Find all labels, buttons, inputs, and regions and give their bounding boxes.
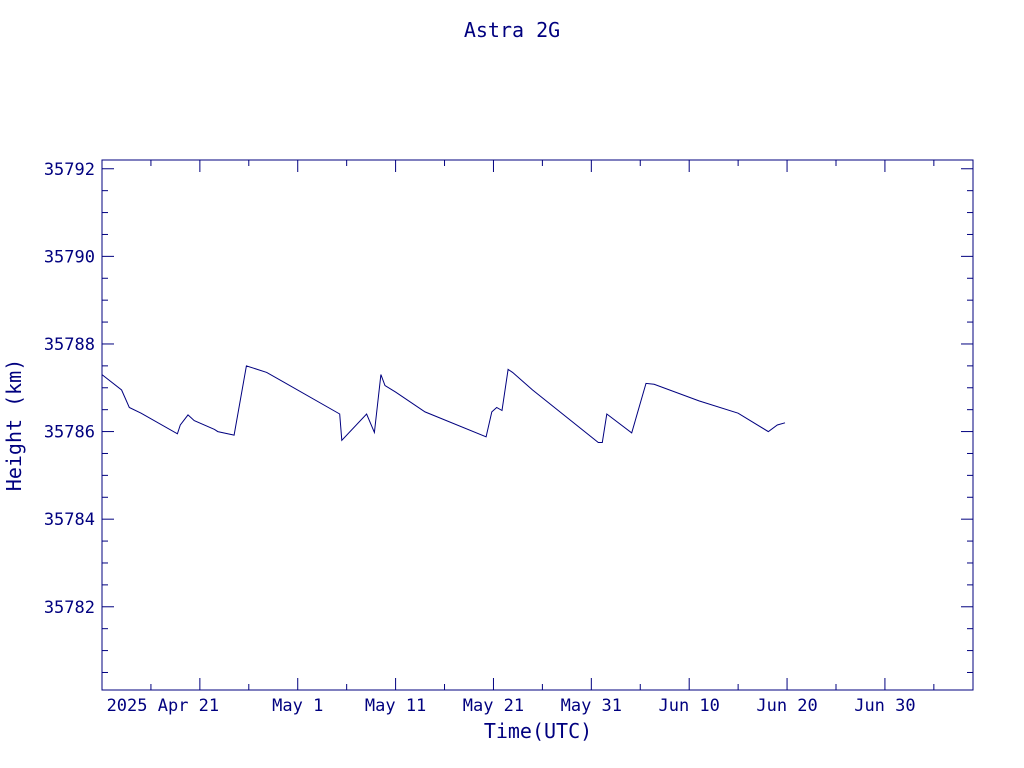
- y-tick-label: 35786: [44, 423, 95, 443]
- y-tick-label: 35782: [44, 598, 95, 618]
- y-tick-label: 35788: [44, 335, 95, 355]
- x-tick-label: Jun 30: [854, 696, 915, 716]
- y-axis-label: Height (km): [2, 359, 26, 491]
- y-tick-label: 35784: [44, 510, 95, 530]
- x-tick-label: May 11: [365, 696, 426, 716]
- x-tick-label: May 1: [272, 696, 323, 716]
- x-tick-label: Jun 10: [658, 696, 719, 716]
- plot-frame: [101, 159, 974, 691]
- x-tick-label: Jun 20: [756, 696, 817, 716]
- x-tick-label: May 31: [561, 696, 622, 716]
- series-line: [101, 365, 786, 443]
- x-axis: 2025 Apr 21 May 1 May 11 May 21 May 31 Jun 10…: [101, 160, 935, 716]
- chart-title: Astra 2G: [464, 18, 560, 42]
- x-axis-label: Time(UTC): [484, 719, 592, 743]
- y-tick-label: 35792: [44, 160, 95, 180]
- x-tick-label: May 21: [463, 696, 524, 716]
- y-tick-label: 35790: [44, 247, 95, 267]
- x-tick-label: 2025 Apr 21: [107, 696, 220, 716]
- y-axis: 35782 35784 35786 35788 35790 35792: [44, 160, 973, 673]
